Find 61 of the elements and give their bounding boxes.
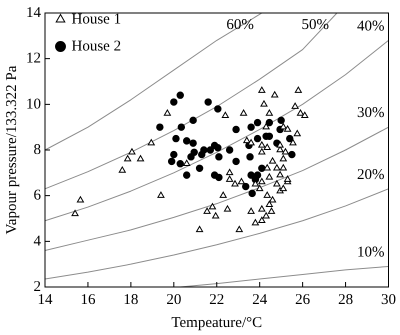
point <box>170 150 178 158</box>
point <box>277 116 285 124</box>
point <box>189 116 197 124</box>
point <box>172 134 180 142</box>
point <box>204 98 212 106</box>
point <box>198 150 206 158</box>
point <box>288 150 296 158</box>
point <box>254 118 262 126</box>
point <box>187 153 195 161</box>
x-tick-label: 28 <box>338 292 354 308</box>
series-label: 40% <box>357 18 384 34</box>
point <box>248 190 256 198</box>
point <box>232 158 240 166</box>
point <box>178 123 186 131</box>
x-tick-label: 20 <box>166 292 182 308</box>
point <box>196 164 204 172</box>
x-tick-label: 18 <box>123 292 138 308</box>
series-label: 30% <box>357 105 384 122</box>
point <box>214 144 222 152</box>
x-tick-label: 16 <box>80 292 96 308</box>
point <box>266 118 274 126</box>
x-tick-label: 30 <box>381 292 396 308</box>
point <box>254 134 262 142</box>
point <box>182 137 190 145</box>
series-label: 50% <box>301 17 329 33</box>
point <box>226 146 234 154</box>
legend-label: House 2 <box>72 38 122 54</box>
point <box>246 153 254 161</box>
point <box>258 164 266 172</box>
point <box>215 174 223 182</box>
point <box>286 134 294 142</box>
x-tick-label: 22 <box>209 292 224 308</box>
legend-label: House 1 <box>72 11 122 28</box>
y-tick-label: 4 <box>34 233 42 250</box>
point <box>247 123 255 131</box>
point <box>242 182 250 190</box>
point <box>189 139 197 147</box>
y-tick-label: 8 <box>34 142 41 158</box>
series-label: 10% <box>357 244 384 260</box>
y-tick-label: 10 <box>26 96 41 112</box>
point <box>156 123 164 131</box>
x-axis-title: Tempeature/°C <box>171 314 262 331</box>
y-axis-title: Vapour pressure/133.322 Pa <box>4 65 20 234</box>
point <box>170 98 178 106</box>
x-tick-label: 24 <box>252 292 268 308</box>
y-tick-label: 14 <box>26 4 42 21</box>
point <box>206 146 214 154</box>
point <box>215 153 223 161</box>
point <box>176 160 184 168</box>
point <box>214 105 222 113</box>
point <box>247 171 255 179</box>
series-label: 60% <box>226 17 254 33</box>
point <box>182 171 190 179</box>
point <box>232 126 240 134</box>
point <box>176 92 184 99</box>
x-tick-label: 26 <box>295 292 311 308</box>
y-tick-label: 2 <box>34 278 41 295</box>
series-label: 20% <box>357 166 384 183</box>
y-tick-label: 6 <box>34 188 42 204</box>
point <box>168 158 176 166</box>
y-tick-label: 12 <box>26 50 41 67</box>
